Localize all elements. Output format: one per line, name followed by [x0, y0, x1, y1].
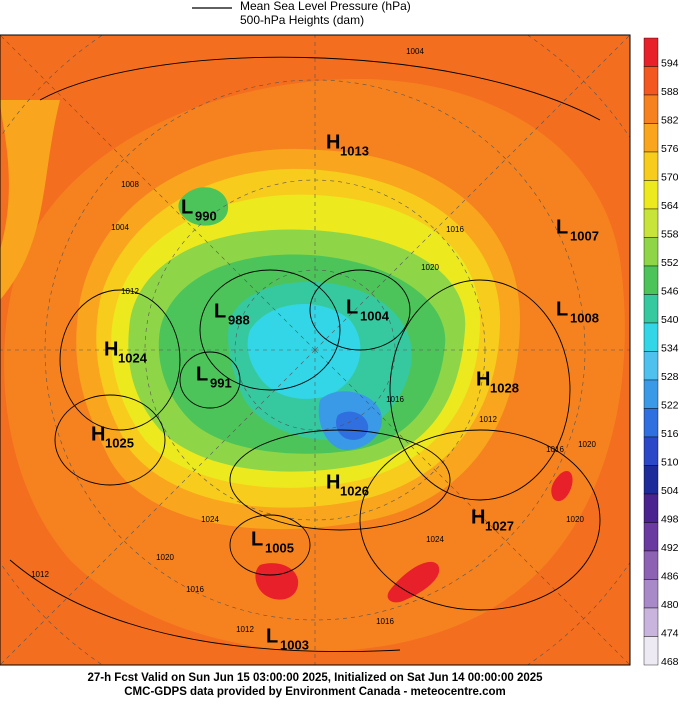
- pressure-center-value: 1028: [490, 380, 519, 395]
- colorbar-swatch: [643, 351, 659, 381]
- isobar-label: 1004: [406, 47, 424, 56]
- pressure-center-kind: L: [556, 216, 568, 238]
- pressure-center-kind: H: [326, 131, 340, 153]
- colorbar-label: 546: [661, 285, 679, 297]
- map-frame: [0, 34, 631, 666]
- colorbar-swatch: [643, 237, 659, 267]
- colorbar-swatch: [643, 379, 659, 409]
- colorbar-swatch: [643, 151, 659, 181]
- pressure-center-kind: L: [556, 298, 568, 320]
- pressure-center-kind: L: [214, 300, 226, 322]
- footer-text: 27-h Fcst Valid on Sun Jun 15 03:00:00 2…: [87, 672, 543, 684]
- isobar-label: 1012: [479, 415, 497, 424]
- colorbar-swatch: [643, 579, 659, 609]
- isobar-label: 1016: [386, 395, 404, 404]
- colorbar-swatch: [643, 436, 659, 466]
- colorbar-label: 534: [661, 342, 679, 354]
- pressure-center-kind: H: [104, 338, 118, 360]
- legend-text: Mean Sea Level Pressure (hPa): [240, 0, 411, 13]
- colorbar-label: 474: [661, 627, 679, 639]
- colorbar-swatch: [643, 94, 659, 124]
- colorbar-label: 480: [661, 599, 679, 611]
- pressure-center-value: 1007: [570, 228, 599, 243]
- colorbar-label: 582: [661, 114, 679, 126]
- isobar-label: 1012: [236, 625, 254, 634]
- pressure-center-value: 1008: [570, 310, 599, 325]
- isobar-label: 1024: [426, 535, 444, 544]
- colorbar-label: 468: [661, 656, 679, 668]
- colorbar-label: 510: [661, 456, 679, 468]
- colorbar-label: 588: [661, 86, 679, 98]
- colorbar-swatch: [643, 180, 659, 210]
- isobar-label: 1012: [121, 287, 139, 296]
- isobar-label: 1016: [376, 617, 394, 626]
- isobar-label: 1024: [201, 515, 219, 524]
- isobar-label: 1016: [546, 445, 564, 454]
- colorbar-swatch: [643, 294, 659, 324]
- colorbar-swatch: [643, 208, 659, 238]
- pressure-center-value: 990: [195, 208, 217, 223]
- colorbar-label: 552: [661, 257, 679, 269]
- footer-text: CMC-GDPS data provided by Environment Ca…: [124, 686, 506, 698]
- isobar-label: 1012: [31, 570, 49, 579]
- pressure-center-value: 1003: [280, 637, 309, 652]
- colorbar-label: 528: [661, 371, 679, 383]
- pressure-center-value: 1027: [485, 518, 514, 533]
- colorbar-label: 522: [661, 399, 679, 411]
- isobar-label: 1016: [186, 585, 204, 594]
- isobar-label: 1020: [421, 263, 439, 272]
- colorbar-swatch: [643, 322, 659, 352]
- pressure-center-value: 988: [228, 312, 250, 327]
- colorbar-label: 504: [661, 485, 679, 497]
- colorbar-swatch: [643, 522, 659, 552]
- colorbar-label: 564: [661, 200, 679, 212]
- isobar-label: 1004: [111, 223, 129, 232]
- legend-text: 500-hPa Heights (dam): [240, 13, 364, 27]
- pressure-center-value: 1004: [360, 308, 390, 323]
- isobar-label: 1020: [156, 553, 174, 562]
- colorbar-swatch: [643, 37, 659, 67]
- pressure-center-value: 991: [210, 375, 232, 390]
- colorbar-label: 558: [661, 228, 679, 240]
- colorbar-swatch: [643, 265, 659, 295]
- colorbar-label: 540: [661, 314, 679, 326]
- pressure-center-value: 1025: [105, 435, 134, 450]
- pressure-center-kind: L: [181, 196, 193, 218]
- isobar-label: 1020: [578, 440, 596, 449]
- colorbar-label: 498: [661, 513, 679, 525]
- pressure-center-kind: L: [346, 296, 358, 318]
- pressure-center-kind: H: [326, 471, 340, 493]
- colorbar-label: 486: [661, 570, 679, 582]
- isobar-label: 1008: [121, 180, 139, 189]
- pressure-center-kind: L: [196, 363, 208, 385]
- pressure-center-kind: H: [91, 423, 105, 445]
- isobar-label: 1020: [566, 515, 584, 524]
- colorbar-label: 576: [661, 143, 679, 155]
- colorbar-label: 570: [661, 171, 679, 183]
- colorbar-swatch: [643, 493, 659, 523]
- pressure-center-kind: L: [251, 528, 263, 550]
- isobar-label: 1016: [446, 225, 464, 234]
- colorbar-label: 594: [661, 57, 679, 69]
- colorbar-label: 516: [661, 428, 679, 440]
- pressure-center-value: 1024: [118, 350, 148, 365]
- colorbar-label: 492: [661, 542, 679, 554]
- colorbar-swatch: [643, 66, 659, 96]
- pressure-center-kind: L: [266, 625, 278, 647]
- pressure-center-value: 1013: [340, 143, 369, 158]
- colorbar-swatch: [643, 636, 659, 666]
- colorbar-swatch: [643, 465, 659, 495]
- colorbar-swatch: [643, 607, 659, 637]
- colorbar-swatch: [643, 123, 659, 153]
- colorbar-swatch: [643, 550, 659, 580]
- colorbar-swatch: [643, 408, 659, 438]
- pressure-center-kind: H: [476, 368, 490, 390]
- pressure-center-kind: H: [471, 506, 485, 528]
- pressure-center-value: 1026: [340, 483, 369, 498]
- pressure-center-value: 1005: [265, 540, 294, 555]
